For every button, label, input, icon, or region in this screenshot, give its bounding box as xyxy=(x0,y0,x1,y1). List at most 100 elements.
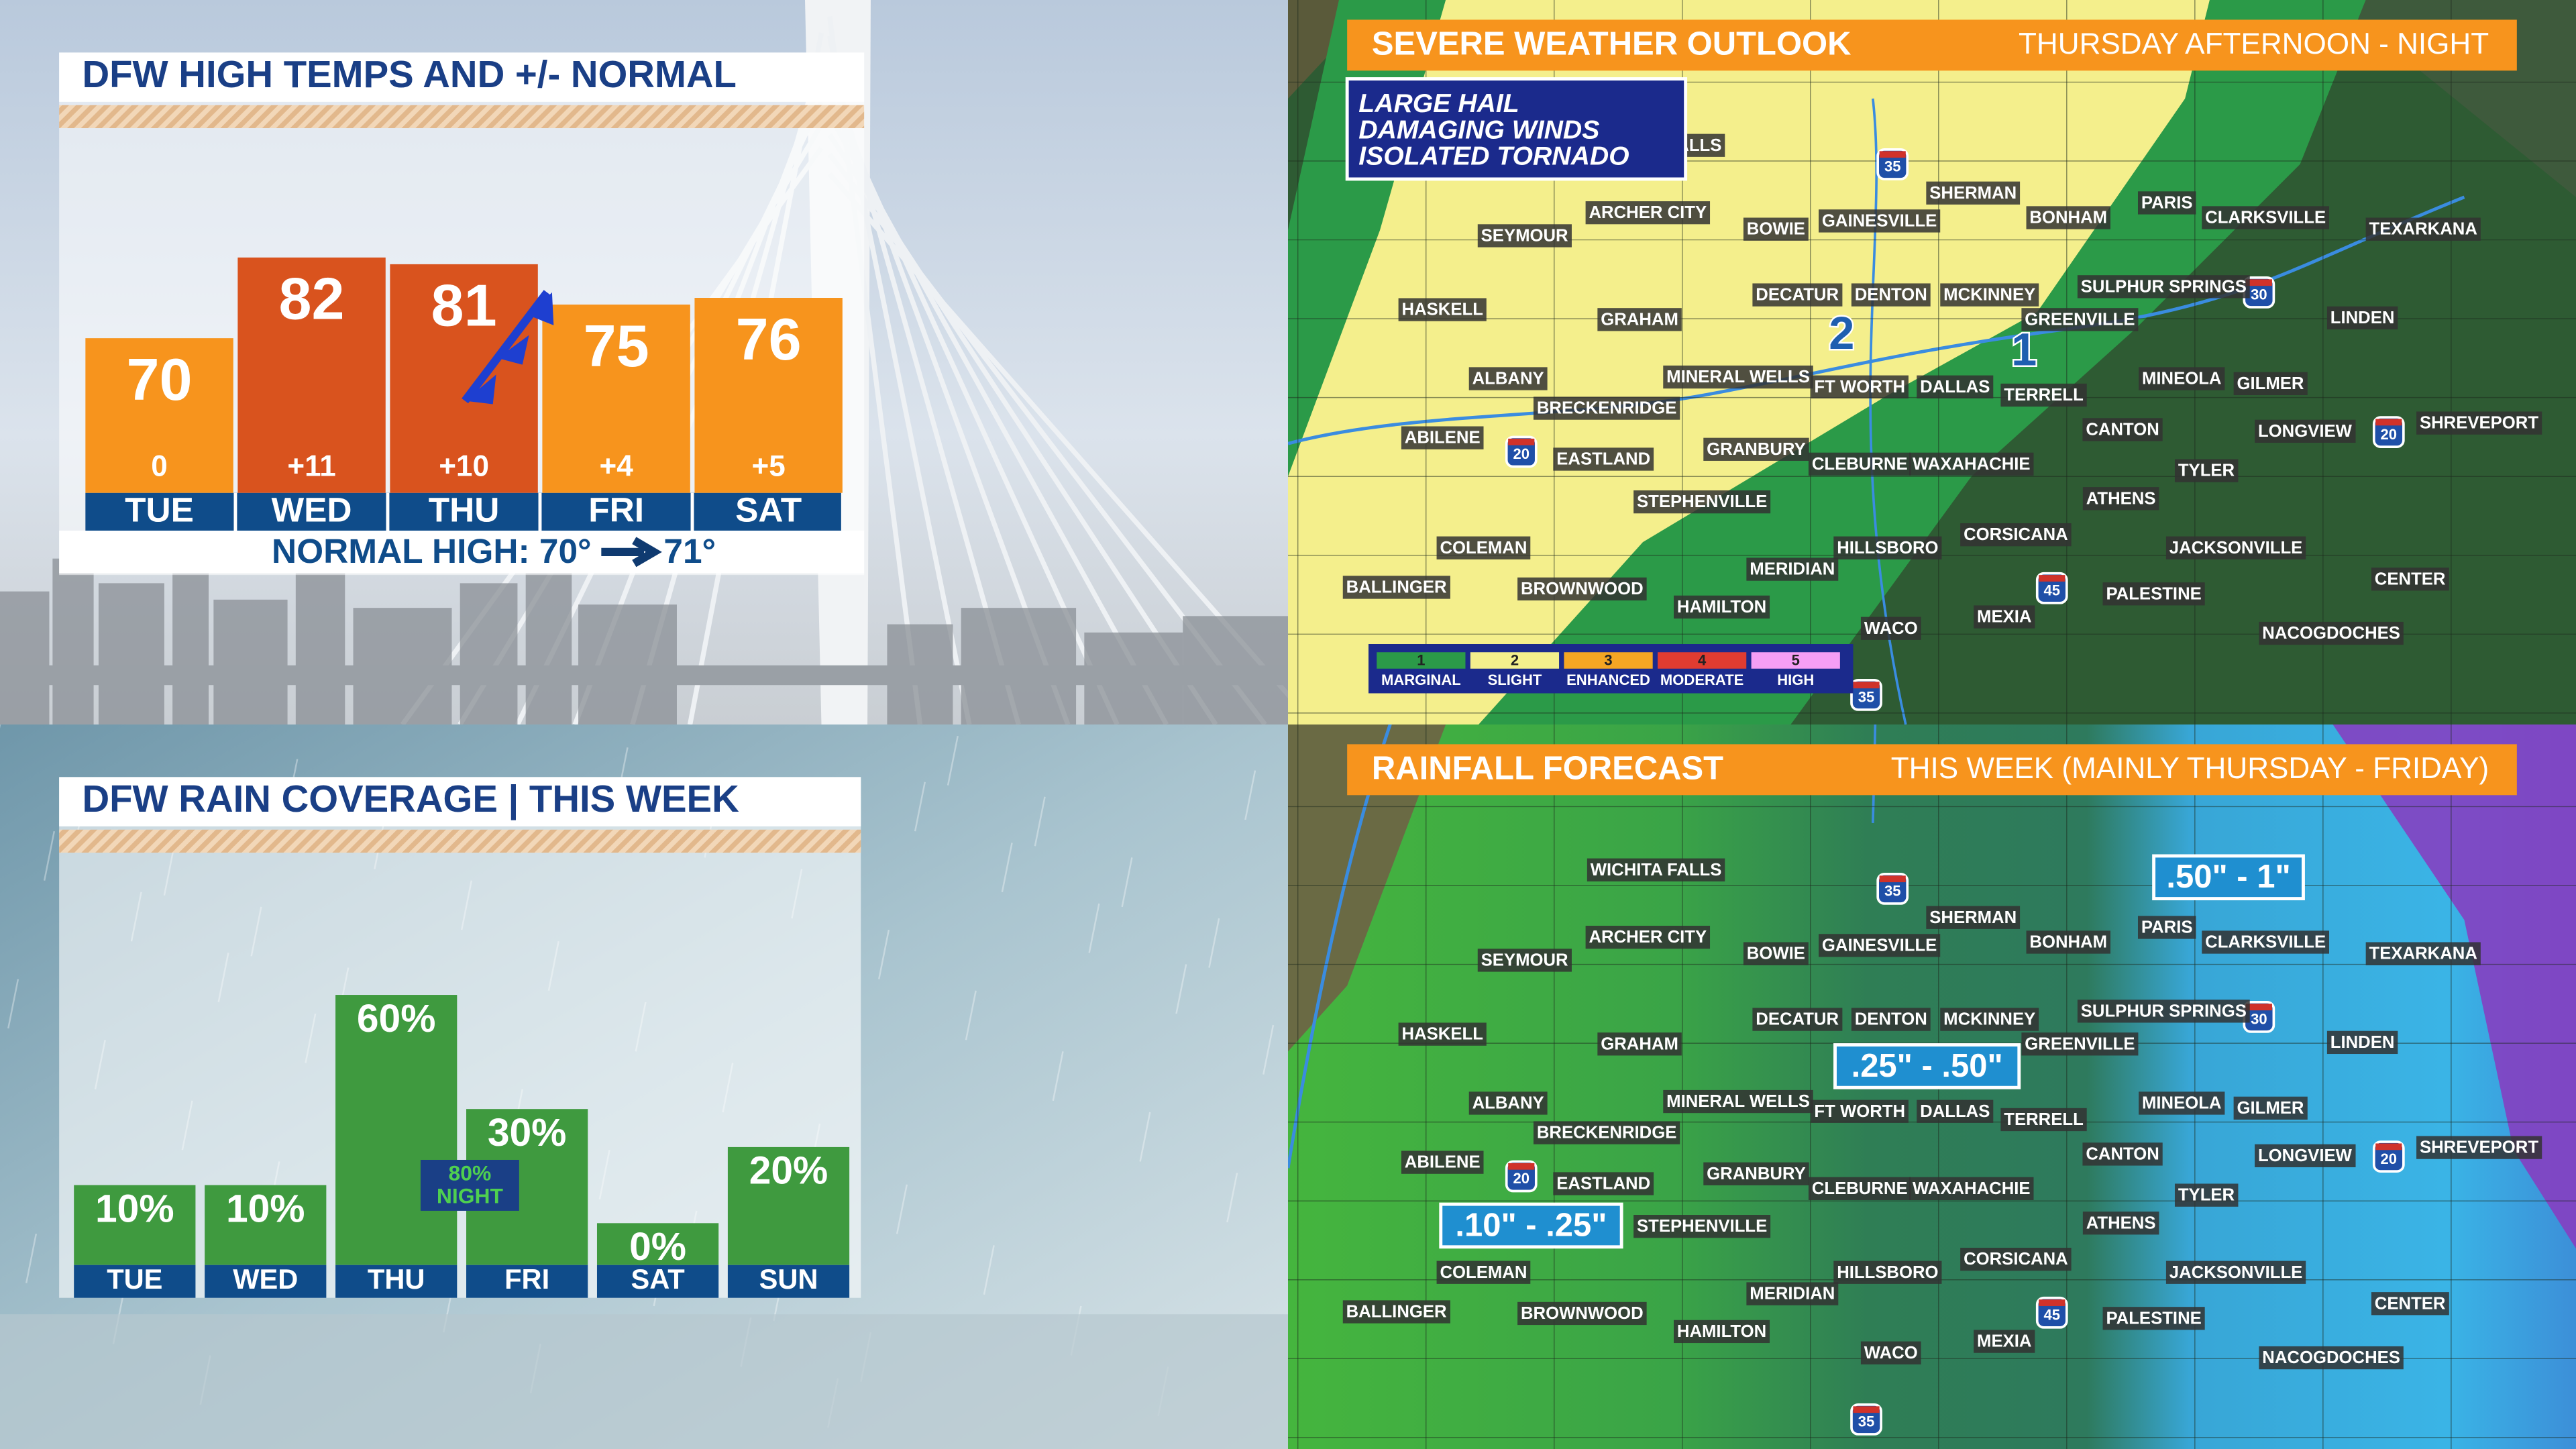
city-label-bg xyxy=(2082,1212,2159,1235)
city-label: ATHENS xyxy=(2086,489,2156,508)
city-label-bg xyxy=(2416,411,2542,435)
shield-top xyxy=(1508,1163,1535,1170)
city-label-bg xyxy=(1974,605,2035,629)
city-label-bg xyxy=(1436,536,1531,559)
city-label: MINERAL WELLS xyxy=(1666,368,1810,386)
city-label: GRAHAM xyxy=(1601,1034,1678,1053)
footer-arrow xyxy=(601,537,662,568)
city-label: WACO xyxy=(1864,1344,1918,1362)
bridge-cable xyxy=(827,133,1218,727)
day-strip xyxy=(74,1265,196,1298)
city-label-bg xyxy=(2077,1000,2250,1023)
value-label: 75 xyxy=(584,313,649,379)
title-bar xyxy=(59,52,865,102)
x-tick-label: FRI xyxy=(504,1263,549,1295)
city-label-bg xyxy=(1940,1008,2039,1031)
annotation: NIGHT xyxy=(437,1184,504,1208)
risk-label: 2 xyxy=(1829,307,1854,359)
city-label: WAXAHACHIE xyxy=(1913,1179,2031,1198)
day-strip xyxy=(335,1265,458,1298)
city-label: HASKELL xyxy=(1402,301,1483,319)
city-label: ARCHER CITY xyxy=(1589,203,1707,222)
footer-label: 71° xyxy=(663,531,716,570)
front-tooth xyxy=(465,374,496,405)
legend-label: HIGH xyxy=(1777,672,1814,688)
city-label: BALLINGER xyxy=(1346,578,1447,597)
bar xyxy=(74,1185,196,1265)
city-label: BRECKENRIDGE xyxy=(1537,399,1677,418)
city-label-bg xyxy=(1553,1172,1654,1195)
legend-swatch xyxy=(1751,652,1840,669)
city-label-bg xyxy=(2202,930,2330,954)
city-label-bg xyxy=(2000,383,2087,407)
highway-label: 30 xyxy=(2251,286,2267,303)
city-label: ARCHER CITY xyxy=(1589,928,1707,947)
city-label: BOWIE xyxy=(1747,945,1805,963)
x-tick-label: FRI xyxy=(588,490,644,529)
city-label-bg xyxy=(1663,365,1813,389)
risk-label: 1 xyxy=(2011,324,2037,376)
city-label: STEPHENVILLE xyxy=(1637,492,1767,511)
city-label: SEYMOUR xyxy=(1481,951,1568,969)
city-label: JACKSONVILLE xyxy=(2169,1263,2303,1282)
bridge-deck xyxy=(0,665,1288,686)
bar xyxy=(335,995,458,1265)
bar xyxy=(694,298,843,493)
city-label: PALESTINE xyxy=(2106,1309,2201,1328)
city-label: ALBANY xyxy=(1472,1094,1544,1113)
city-label: MINEOLA xyxy=(2142,370,2222,388)
day-strip xyxy=(596,1265,719,1298)
cold-front xyxy=(462,290,551,404)
x-tick-label: THU xyxy=(368,1263,425,1295)
highway-label: 20 xyxy=(1513,445,1529,462)
city-label-bg xyxy=(1703,437,1809,461)
city-label: GAINESVILLE xyxy=(1822,211,1937,230)
city-label-bg xyxy=(2102,1307,2205,1330)
value-label: 0% xyxy=(629,1225,686,1269)
shield-top xyxy=(1853,682,1880,689)
city-label-bg xyxy=(2137,191,2196,215)
city-label-bg xyxy=(2026,206,2110,229)
highway-label: 35 xyxy=(1858,1413,1875,1430)
city-label: GRANBURY xyxy=(1707,440,1806,459)
city-label-bg xyxy=(1833,536,1942,559)
legend-level: 1 xyxy=(1417,652,1425,669)
city-label-bg xyxy=(1860,1341,1921,1364)
rain-streak xyxy=(965,990,977,1040)
city-label: SHERMAN xyxy=(1929,908,2017,927)
map-subtitle: THURSDAY AFTERNOON - NIGHT xyxy=(2019,28,2489,60)
city-label: WICHITA FALLS xyxy=(1591,861,1722,879)
city-label-bg xyxy=(1926,906,2021,929)
city-label: TYLER xyxy=(2178,1186,2235,1205)
annotation-box xyxy=(420,1159,519,1211)
rain-streak xyxy=(1226,1173,1238,1223)
city-label-bg xyxy=(2255,419,2356,443)
skyline-building xyxy=(52,558,94,724)
rain-streak xyxy=(947,735,959,786)
rain-streak xyxy=(896,1184,908,1234)
city-label: CLARKSVILLE xyxy=(2205,933,2326,952)
departure-label: +10 xyxy=(439,450,489,483)
city-label: GAINESVILLE xyxy=(1822,936,1937,955)
city-label: NACOGDOCHES xyxy=(2262,624,2400,643)
hazard-label: ISOLATED TORNADO xyxy=(1358,142,1629,170)
city-label-bg xyxy=(2326,1030,2398,1055)
city-label: CORSICANA xyxy=(1964,1250,2068,1269)
city-label-bg xyxy=(2233,1096,2308,1120)
city-label-bg xyxy=(2082,1142,2163,1166)
city-label: BALLINGER xyxy=(1346,1303,1447,1322)
front-tooth xyxy=(529,292,554,325)
city-label-bg xyxy=(2026,930,2110,954)
legend-swatch xyxy=(1658,652,1747,669)
value-label: 30% xyxy=(488,1111,567,1155)
highway-label: 35 xyxy=(1858,689,1875,706)
city-label: CORSICANA xyxy=(1964,525,2068,544)
value-label: 82 xyxy=(279,266,345,332)
title-stripe xyxy=(59,105,865,129)
day-strip xyxy=(466,1265,588,1298)
rain-streak xyxy=(1263,1024,1275,1075)
city-label-bg xyxy=(1673,1320,1770,1344)
city-label: MERIDIAN xyxy=(1750,1285,1835,1303)
day-strip xyxy=(727,1265,850,1298)
